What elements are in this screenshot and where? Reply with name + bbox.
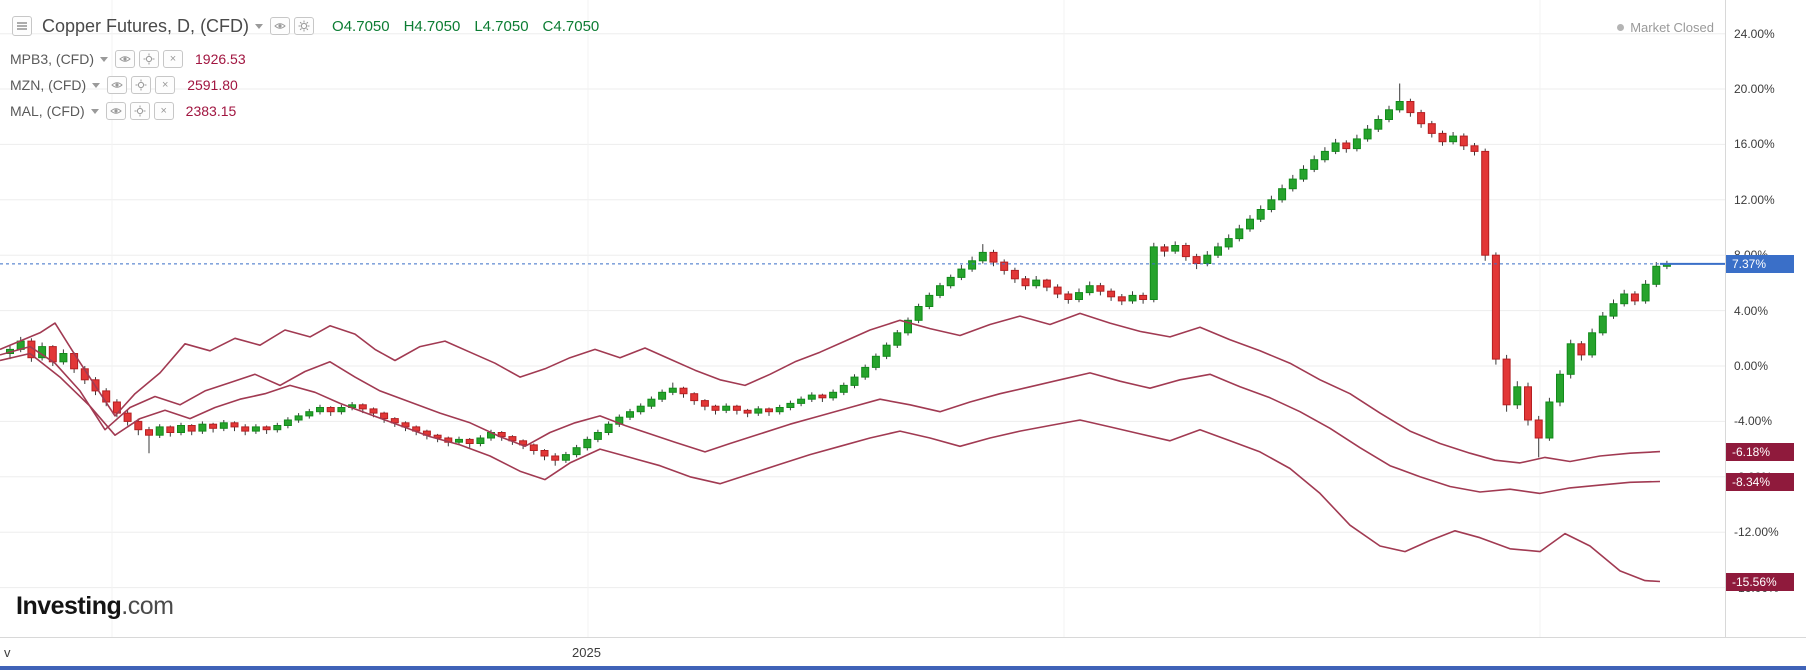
time-tick: 2025 (572, 645, 601, 660)
settings-button[interactable] (139, 50, 159, 68)
logo-tld: .com (121, 592, 174, 620)
gear-icon (143, 53, 155, 65)
main-symbol-row: Copper Futures, D, (CFD) O4.7050 H4.7050… (10, 10, 599, 42)
overlay-value: 2591.80 (187, 77, 238, 93)
gear-icon (135, 79, 147, 91)
price-tick: -8.00% (1734, 469, 1773, 484)
settings-button[interactable] (129, 102, 150, 120)
close-button[interactable]: × (163, 50, 183, 68)
legend: Copper Futures, D, (CFD) O4.7050 H4.7050… (10, 10, 599, 124)
chevron-down-icon[interactable] (92, 82, 101, 88)
close-value: C4.7050 (542, 17, 600, 35)
close-icon: × (161, 78, 169, 91)
settings-button[interactable] (294, 17, 315, 35)
legend-menu-icon[interactable] (12, 16, 32, 36)
high-value: H4.7050 (403, 17, 461, 35)
eye-icon (274, 23, 286, 29)
ohlc-values: O4.7050 H4.7050 L4.7050 C4.7050 (332, 18, 599, 35)
low-value: L4.7050 (474, 17, 529, 35)
overlay-value: 2383.15 (185, 103, 237, 119)
overlay-symbol-label[interactable]: MAL, (CFD) (10, 103, 85, 119)
close-icon: × (160, 104, 167, 117)
eye-icon (119, 56, 131, 62)
overlay-row-mzn: MZN, (CFD) × 2591.80 (10, 72, 599, 98)
market-status: Market Closed (1617, 20, 1714, 35)
overlay-symbol-label[interactable]: MPB3, (CFD) (10, 51, 94, 67)
time-tick: v (4, 645, 11, 660)
settings-button[interactable] (131, 76, 152, 94)
chevron-down-icon[interactable] (90, 108, 99, 114)
status-dot-icon (1617, 24, 1625, 31)
bottom-scrollbar[interactable] (0, 666, 1806, 670)
price-tick: 20.00% (1734, 82, 1775, 96)
overlay-value: 1926.53 (195, 51, 246, 67)
visibility-toggle-button[interactable] (115, 50, 135, 68)
chevron-down-icon[interactable] (100, 56, 108, 62)
visibility-toggle-button[interactable] (270, 17, 291, 35)
time-axis[interactable]: v 2025 (0, 637, 1806, 667)
overlay-row-mpb3: MPB3, (CFD) × 1926.53 (10, 46, 599, 72)
price-tick: 16.00% (1734, 137, 1775, 152)
overlay-symbol-label[interactable]: MZN, (CFD) (10, 77, 87, 93)
close-icon: × (169, 52, 177, 65)
chevron-down-icon[interactable] (255, 23, 264, 29)
price-tick: 0.00% (1734, 359, 1769, 373)
hamburger-icon (17, 22, 27, 30)
visibility-toggle-button[interactable] (107, 76, 128, 94)
overlay-row-mal: MAL, (CFD) × 2383.15 (10, 98, 599, 124)
gear-icon (134, 105, 146, 117)
gear-icon (298, 20, 310, 32)
price-tick: 24.00% (1734, 26, 1775, 41)
close-button[interactable]: × (155, 76, 176, 94)
logo-text: Investing (16, 592, 122, 620)
investing-logo: Investing.com (16, 592, 174, 621)
price-tick: 8.00% (1734, 248, 1769, 263)
close-button[interactable]: × (153, 102, 174, 120)
market-status-label: Market Closed (1630, 20, 1714, 35)
visibility-toggle-button[interactable] (105, 102, 126, 120)
symbol-title[interactable]: Copper Futures, D, (CFD) (42, 15, 250, 36)
eye-icon (111, 82, 123, 88)
price-tick: 4.00% (1734, 303, 1769, 318)
price-tick: -4.00% (1734, 414, 1773, 429)
price-tick: -12.00% (1734, 525, 1779, 540)
open-value: O4.7050 (332, 17, 390, 35)
eye-icon (109, 108, 122, 114)
price-axis[interactable]: 24.00% 20.00% 16.00% 12.00% 8.00% 4.00% 0.00% -… (1725, 0, 1806, 637)
price-tick: -16.00% (1734, 580, 1779, 595)
price-tick: 12.00% (1734, 192, 1775, 207)
